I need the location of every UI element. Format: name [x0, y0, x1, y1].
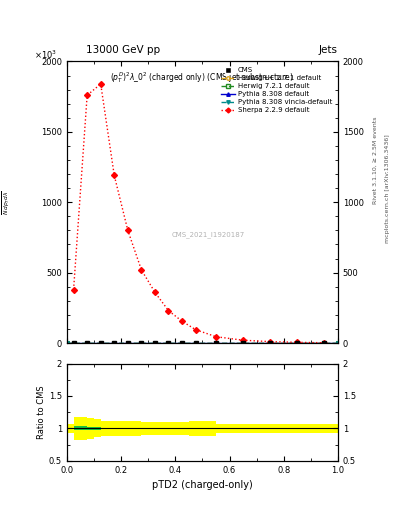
Text: $(p_T^D)^2\lambda\_0^2$ (charged only) (CMS jet substructure): $(p_T^D)^2\lambda\_0^2$ (charged only) (…: [110, 70, 294, 85]
Legend: CMS, Herwig++ 2.7.1 default, Herwig 7.2.1 default, Pythia 8.308 default, Pythia : CMS, Herwig++ 2.7.1 default, Herwig 7.2.…: [219, 65, 334, 116]
X-axis label: pTD2 (charged-only): pTD2 (charged-only): [152, 480, 253, 490]
Text: CMS_2021_I1920187: CMS_2021_I1920187: [171, 231, 244, 238]
Text: Jets: Jets: [319, 45, 338, 55]
Text: $\times10^3$: $\times10^3$: [34, 48, 57, 60]
Y-axis label: Ratio to CMS: Ratio to CMS: [37, 386, 46, 439]
Text: $\frac{1}{N}\frac{dN}{dp_T d\lambda}$: $\frac{1}{N}\frac{dN}{dp_T d\lambda}$: [0, 190, 13, 215]
Text: 13000 GeV pp: 13000 GeV pp: [86, 45, 161, 55]
Text: Rivet 3.1.10, ≥ 2.5M events: Rivet 3.1.10, ≥ 2.5M events: [373, 116, 378, 204]
Text: mcplots.cern.ch [arXiv:1306.3436]: mcplots.cern.ch [arXiv:1306.3436]: [385, 134, 389, 243]
